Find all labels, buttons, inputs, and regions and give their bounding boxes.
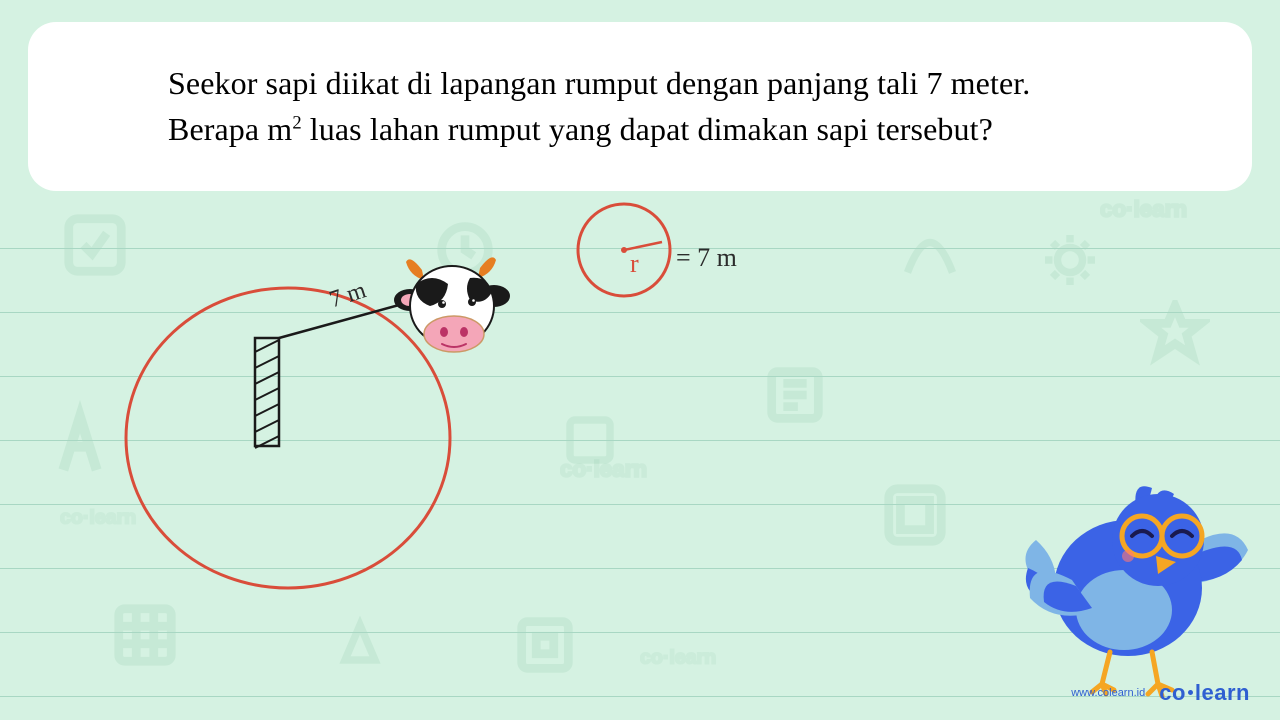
question-sup: 2 [292,113,301,134]
footer-brand: colearn [1159,680,1250,706]
radius-center-dot [621,247,627,253]
question-line1: Seekor sapi diikat di lapangan rumput de… [168,65,1030,101]
brand-learn: learn [1195,680,1250,705]
brand-dot-icon [1188,690,1193,695]
mascot-bird-icon [1024,460,1254,700]
brand-co: co [1159,680,1186,705]
rope-label: 7 m [326,277,369,313]
radius-value-text: = 7 m [676,243,737,272]
question-text: Seekor sapi diikat di lapangan rumput de… [168,60,1112,153]
radius-r-text: r [630,249,639,278]
footer-url: www.colearn.id [1071,687,1145,699]
question-card: Seekor sapi diikat di lapangan rumput de… [28,22,1252,191]
question-line2b: luas lahan rumput yang dapat dimakan sap… [302,111,993,147]
footer: www.colearn.id colearn [1071,680,1250,706]
post [255,338,279,448]
cow-icon [392,250,512,360]
question-line2a: Berapa m [168,111,292,147]
